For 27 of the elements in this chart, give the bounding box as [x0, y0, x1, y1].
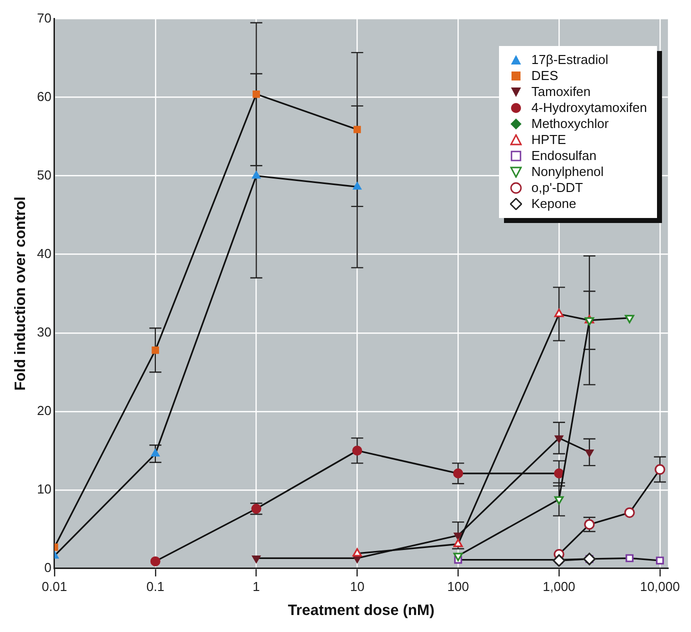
legend-label: o,p'-DDT: [531, 180, 583, 196]
y-tick-label: 20: [36, 402, 52, 418]
legend-label: Endosulfan: [531, 148, 596, 164]
y-tick-label: 40: [36, 246, 52, 261]
y-tick-label: 70: [36, 10, 52, 26]
x-tick-label: 10: [350, 578, 364, 594]
legend-label: Methoxychlor: [531, 116, 609, 132]
x-tick-label: 1: [252, 578, 260, 594]
legend-label: 4-Hydroxytamoxifen: [531, 100, 647, 116]
legend-label: 17β-Estradiol: [531, 52, 608, 68]
x-axis-title: Treatment dose (nM): [288, 602, 435, 620]
x-tick-label: 0.1: [146, 578, 164, 594]
legend-label: DES: [531, 68, 558, 84]
legend-label: Tamoxifen: [531, 84, 591, 100]
y-tick-label: 0: [44, 560, 52, 575]
legend-label: Kepone: [531, 196, 576, 212]
y-tick-label: 50: [36, 167, 52, 182]
y-tick-label: 10: [36, 481, 52, 496]
legend-label: Nonylphenol: [531, 164, 604, 180]
x-tick-label: 0.01: [42, 578, 68, 594]
y-tick-label: 60: [36, 88, 52, 104]
x-tick-label: 100: [447, 578, 469, 594]
x-tick-label: 10,000: [640, 578, 680, 594]
y-axis-title: Fold induction over control: [12, 196, 30, 391]
legend-label: HPTE: [531, 132, 566, 148]
x-tick-label: 1,000: [542, 578, 576, 594]
y-tick-label: 30: [36, 324, 52, 340]
